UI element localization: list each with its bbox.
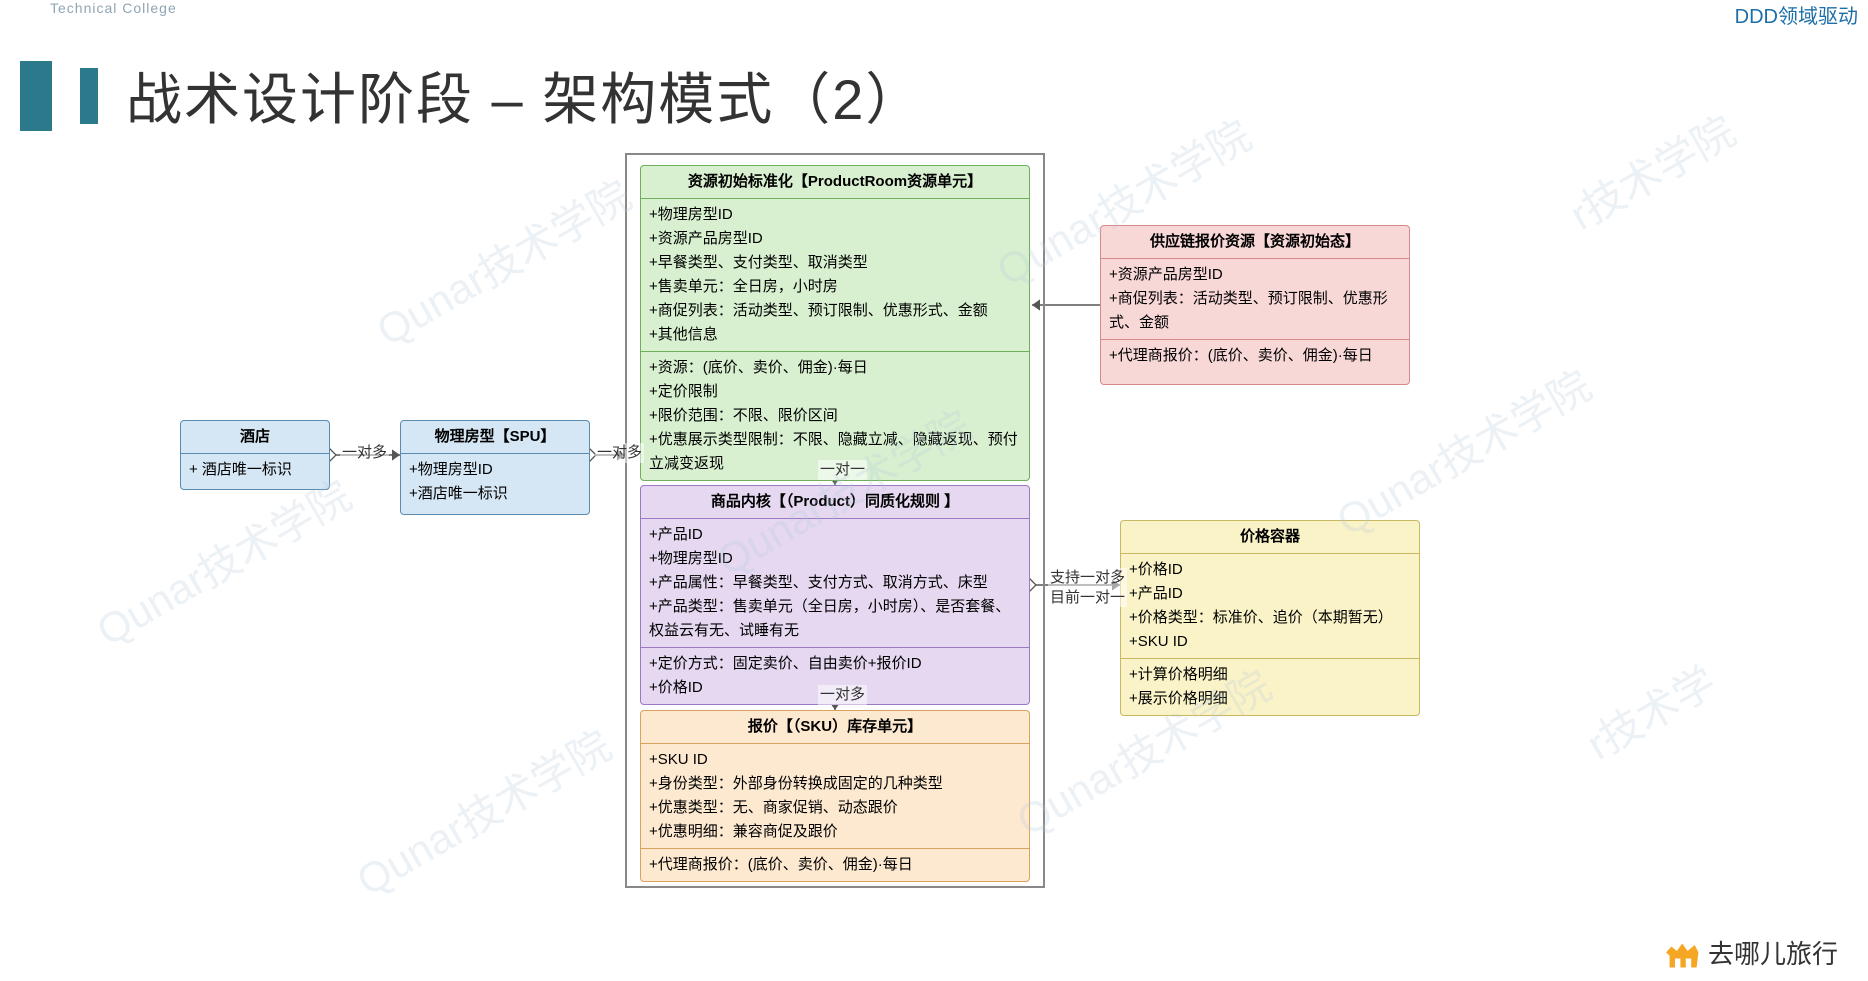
uml-section: +代理商报价：(底价、卖价、佣金)·每日 <box>1101 340 1409 372</box>
top-left-brand: Technical College <box>50 0 177 16</box>
edge-label: 支持一对多目前一对一 <box>1048 568 1127 607</box>
uml-section: +资源产品房型ID+商促列表：活动类型、预订限制、优惠形式、金额 <box>1101 259 1409 340</box>
uml-attr: +售卖单元：全日房，小时房 <box>649 275 1021 299</box>
uml-title: 资源初始标准化【ProductRoom资源单元】 <box>641 166 1029 199</box>
uml-title: 价格容器 <box>1121 521 1419 554</box>
uml-attr: +价格ID <box>1129 558 1411 582</box>
uml-title: 商品内核【（Product）同质化规则 】 <box>641 486 1029 519</box>
uml-title: 供应链报价资源【资源初始态】 <box>1101 226 1409 259</box>
uml-section: +SKU ID+身份类型：外部身份转换成固定的几种类型+优惠类型：无、商家促销、… <box>641 744 1029 849</box>
uml-attr: +物理房型ID <box>649 547 1021 571</box>
edge-label: 一对多 <box>595 443 644 463</box>
page-title: 战术设计阶段 – 架构模式（2） <box>126 55 923 136</box>
uml-attr: +优惠类型：无、商家促销、动态跟价 <box>649 796 1021 820</box>
footer-logo-text: 去哪儿旅行 <box>1708 934 1838 971</box>
uml-title: 物理房型【SPU】 <box>401 421 589 454</box>
edge-label: 一对一 <box>818 460 867 480</box>
uml-attr: +酒店唯一标识 <box>409 482 581 506</box>
uml-attr: +代理商报价：(底价、卖价、佣金)·每日 <box>1109 344 1401 368</box>
uml-section: + 酒店唯一标识 <box>181 454 329 486</box>
diagram-canvas: 酒店+ 酒店唯一标识物理房型【SPU】+物理房型ID+酒店唯一标识资源初始标准化… <box>0 150 1868 970</box>
uml-title: 酒店 <box>181 421 329 454</box>
uml-attr: +SKU ID <box>649 748 1021 772</box>
uml-attr: +产品ID <box>1129 582 1411 606</box>
uml-attr: +产品ID <box>649 523 1021 547</box>
edge-label: 一对多 <box>340 443 389 463</box>
uml-section: +物理房型ID+酒店唯一标识 <box>401 454 589 510</box>
uml-box-sku: 报价【（SKU）库存单元】+SKU ID+身份类型：外部身份转换成固定的几种类型… <box>640 710 1030 882</box>
uml-attr: +物理房型ID <box>649 203 1021 227</box>
title-accent-bar-1 <box>20 61 52 131</box>
uml-attr: +定价方式：固定卖价、自由卖价+报价ID <box>649 652 1021 676</box>
uml-box-hotel: 酒店 + 酒店唯一标识 <box>180 420 330 490</box>
uml-attr: +物理房型ID <box>409 458 581 482</box>
uml-attr: +资源产品房型ID <box>649 227 1021 251</box>
edge-label: 一对多 <box>818 685 867 705</box>
uml-box-price: 价格容器+价格ID+产品ID+价格类型：标准价、追价（本期暂无）+SKU ID+… <box>1120 520 1420 716</box>
uml-section: +物理房型ID+资源产品房型ID+早餐类型、支付类型、取消类型+售卖单元：全日房… <box>641 199 1029 352</box>
uml-attr: +身份类型：外部身份转换成固定的几种类型 <box>649 772 1021 796</box>
uml-attr: +商促列表：活动类型、预订限制、优惠形式、金额 <box>1109 287 1401 335</box>
uml-attr: +商促列表：活动类型、预订限制、优惠形式、金额 <box>649 299 1021 323</box>
uml-attr: + 酒店唯一标识 <box>189 458 321 482</box>
title-accent-bar-2 <box>80 68 98 124</box>
uml-section: +代理商报价：(底价、卖价、佣金)·每日 <box>641 849 1029 881</box>
uml-attr: +展示价格明细 <box>1129 687 1411 711</box>
uml-section: +计算价格明细+展示价格明细 <box>1121 659 1419 715</box>
uml-box-product: 商品内核【（Product）同质化规则 】+产品ID+物理房型ID+产品属性：早… <box>640 485 1030 705</box>
uml-box-product_room: 资源初始标准化【ProductRoom资源单元】+物理房型ID+资源产品房型ID… <box>640 165 1030 481</box>
uml-box-supply: 供应链报价资源【资源初始态】+资源产品房型ID+商促列表：活动类型、预订限制、优… <box>1100 225 1410 385</box>
uml-attr: +产品属性：早餐类型、支付方式、取消方式、床型 <box>649 571 1021 595</box>
uml-attr: +其他信息 <box>649 323 1021 347</box>
uml-attr: +资源：(底价、卖价、佣金)·每日 <box>649 356 1021 380</box>
uml-attr: +产品类型：售卖单元（全日房，小时房）、是否套餐、权益云有无、试睡有无 <box>649 595 1021 643</box>
uml-attr: +计算价格明细 <box>1129 663 1411 687</box>
uml-section: +价格ID+产品ID+价格类型：标准价、追价（本期暂无）+SKU ID <box>1121 554 1419 659</box>
camel-icon <box>1666 938 1702 968</box>
top-right-tag: DDD领域驱动 <box>1735 0 1858 29</box>
uml-section: +产品ID+物理房型ID+产品属性：早餐类型、支付方式、取消方式、床型+产品类型… <box>641 519 1029 648</box>
uml-box-spu: 物理房型【SPU】+物理房型ID+酒店唯一标识 <box>400 420 590 515</box>
uml-attr: +SKU ID <box>1129 630 1411 654</box>
uml-attr: +限价范围：不限、限价区间 <box>649 404 1021 428</box>
title-row: 战术设计阶段 – 架构模式（2） <box>20 55 923 136</box>
uml-attr: +价格类型：标准价、追价（本期暂无） <box>1129 606 1411 630</box>
footer-logo: 去哪儿旅行 <box>1666 934 1838 971</box>
uml-attr: +早餐类型、支付类型、取消类型 <box>649 251 1021 275</box>
uml-attr: +代理商报价：(底价、卖价、佣金)·每日 <box>649 853 1021 877</box>
uml-attr: +资源产品房型ID <box>1109 263 1401 287</box>
uml-title: 报价【（SKU）库存单元】 <box>641 711 1029 744</box>
uml-attr: +优惠明细：兼容商促及跟价 <box>649 820 1021 844</box>
uml-attr: +定价限制 <box>649 380 1021 404</box>
